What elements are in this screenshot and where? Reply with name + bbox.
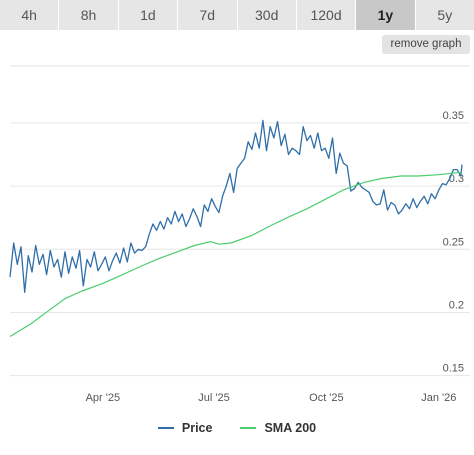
legend: Price SMA 200 [0, 421, 474, 435]
x-tick-label: Jul '25 [198, 392, 229, 404]
y-axis: 0.150.20.250.30.35 [443, 110, 464, 375]
legend-item-price[interactable]: Price [157, 421, 213, 435]
price-line [9, 119, 463, 293]
tab-4h[interactable]: 4h [0, 0, 60, 30]
y-tick-label: 0.2 [449, 299, 464, 311]
tab-1d[interactable]: 1d [119, 0, 179, 30]
x-tick-label: Jan '26 [421, 392, 456, 404]
sma-200-line [9, 171, 463, 338]
legend-swatch-price [157, 427, 174, 429]
grid [10, 65, 470, 377]
tab-30d[interactable]: 30d [238, 0, 297, 30]
x-tick-label: Oct '25 [309, 392, 344, 404]
y-tick-label: 0.15 [443, 363, 464, 375]
tab-5y[interactable]: 5y [437, 7, 453, 23]
x-tick-label: Apr '25 [86, 392, 121, 404]
tab-7d[interactable]: 7d [178, 0, 238, 30]
tab-120d[interactable]: 120d [297, 0, 357, 30]
x-axis: Apr '25 Jul '25 Oct '25 Jan '26 [86, 392, 457, 404]
legend-swatch-sma [240, 427, 257, 429]
legend-label-price: Price [181, 421, 213, 435]
legend-item-sma[interactable]: SMA 200 [240, 421, 316, 435]
remove-graph-button[interactable]: remove graph [382, 35, 470, 54]
y-tick-label: 0.25 [443, 236, 464, 248]
tab-8h[interactable]: 8h [59, 0, 119, 30]
y-tick-label: 0.35 [443, 110, 464, 122]
legend-label-sma: SMA 200 [264, 421, 317, 435]
series [9, 119, 463, 338]
price-chart: 0.150.20.250.30.35 Apr '25 Jul '25 Oct '25… [9, 65, 470, 404]
timeframe-tabs: 4h 8h 1d 7d 30d 120d 1y 5y [0, 0, 474, 30]
tab-1y[interactable]: 1y [356, 0, 416, 30]
